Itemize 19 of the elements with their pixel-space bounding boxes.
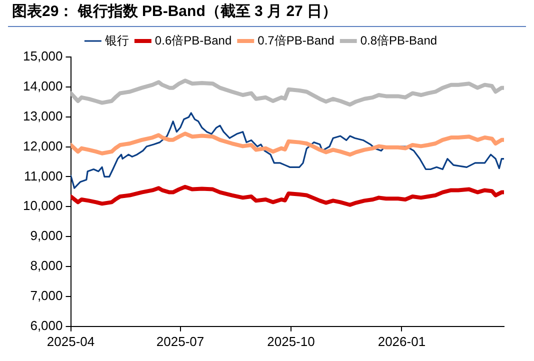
legend-label: 银行 bbox=[104, 33, 129, 48]
y-tick-label: 6,000 bbox=[30, 318, 63, 333]
x-tick-label: 2025-10 bbox=[267, 334, 315, 349]
y-tick-label: 10,000 bbox=[22, 198, 63, 214]
x-tick-label: 2025-07 bbox=[156, 334, 204, 349]
x-tick-label: 2025-04 bbox=[46, 334, 95, 349]
y-tick-label: 9,000 bbox=[30, 228, 63, 244]
legend-label: 0.7倍PB-Band bbox=[258, 33, 334, 48]
y-tick-label: 13,000 bbox=[22, 108, 63, 124]
legend-label: 0.6倍PB-Band bbox=[154, 33, 232, 48]
y-tick-label: 15,000 bbox=[22, 48, 63, 64]
y-tick-label: 11,000 bbox=[24, 168, 63, 184]
y-tick-label: 14,000 bbox=[22, 78, 63, 94]
legend-label: 0.8倍PB-Band bbox=[360, 33, 438, 48]
x-tick-label: 2026-01 bbox=[378, 334, 426, 349]
y-tick-label: 8,000 bbox=[30, 258, 63, 274]
y-tick-label: 12,000 bbox=[22, 138, 63, 154]
chart-title: 图表29： 银行指数 PB-Band（截至 3 月 27 日） bbox=[8, 0, 526, 27]
y-tick-label: 7,000 bbox=[30, 288, 63, 304]
